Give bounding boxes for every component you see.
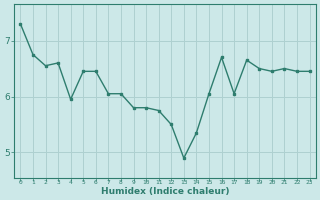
X-axis label: Humidex (Indice chaleur): Humidex (Indice chaleur) bbox=[101, 187, 229, 196]
